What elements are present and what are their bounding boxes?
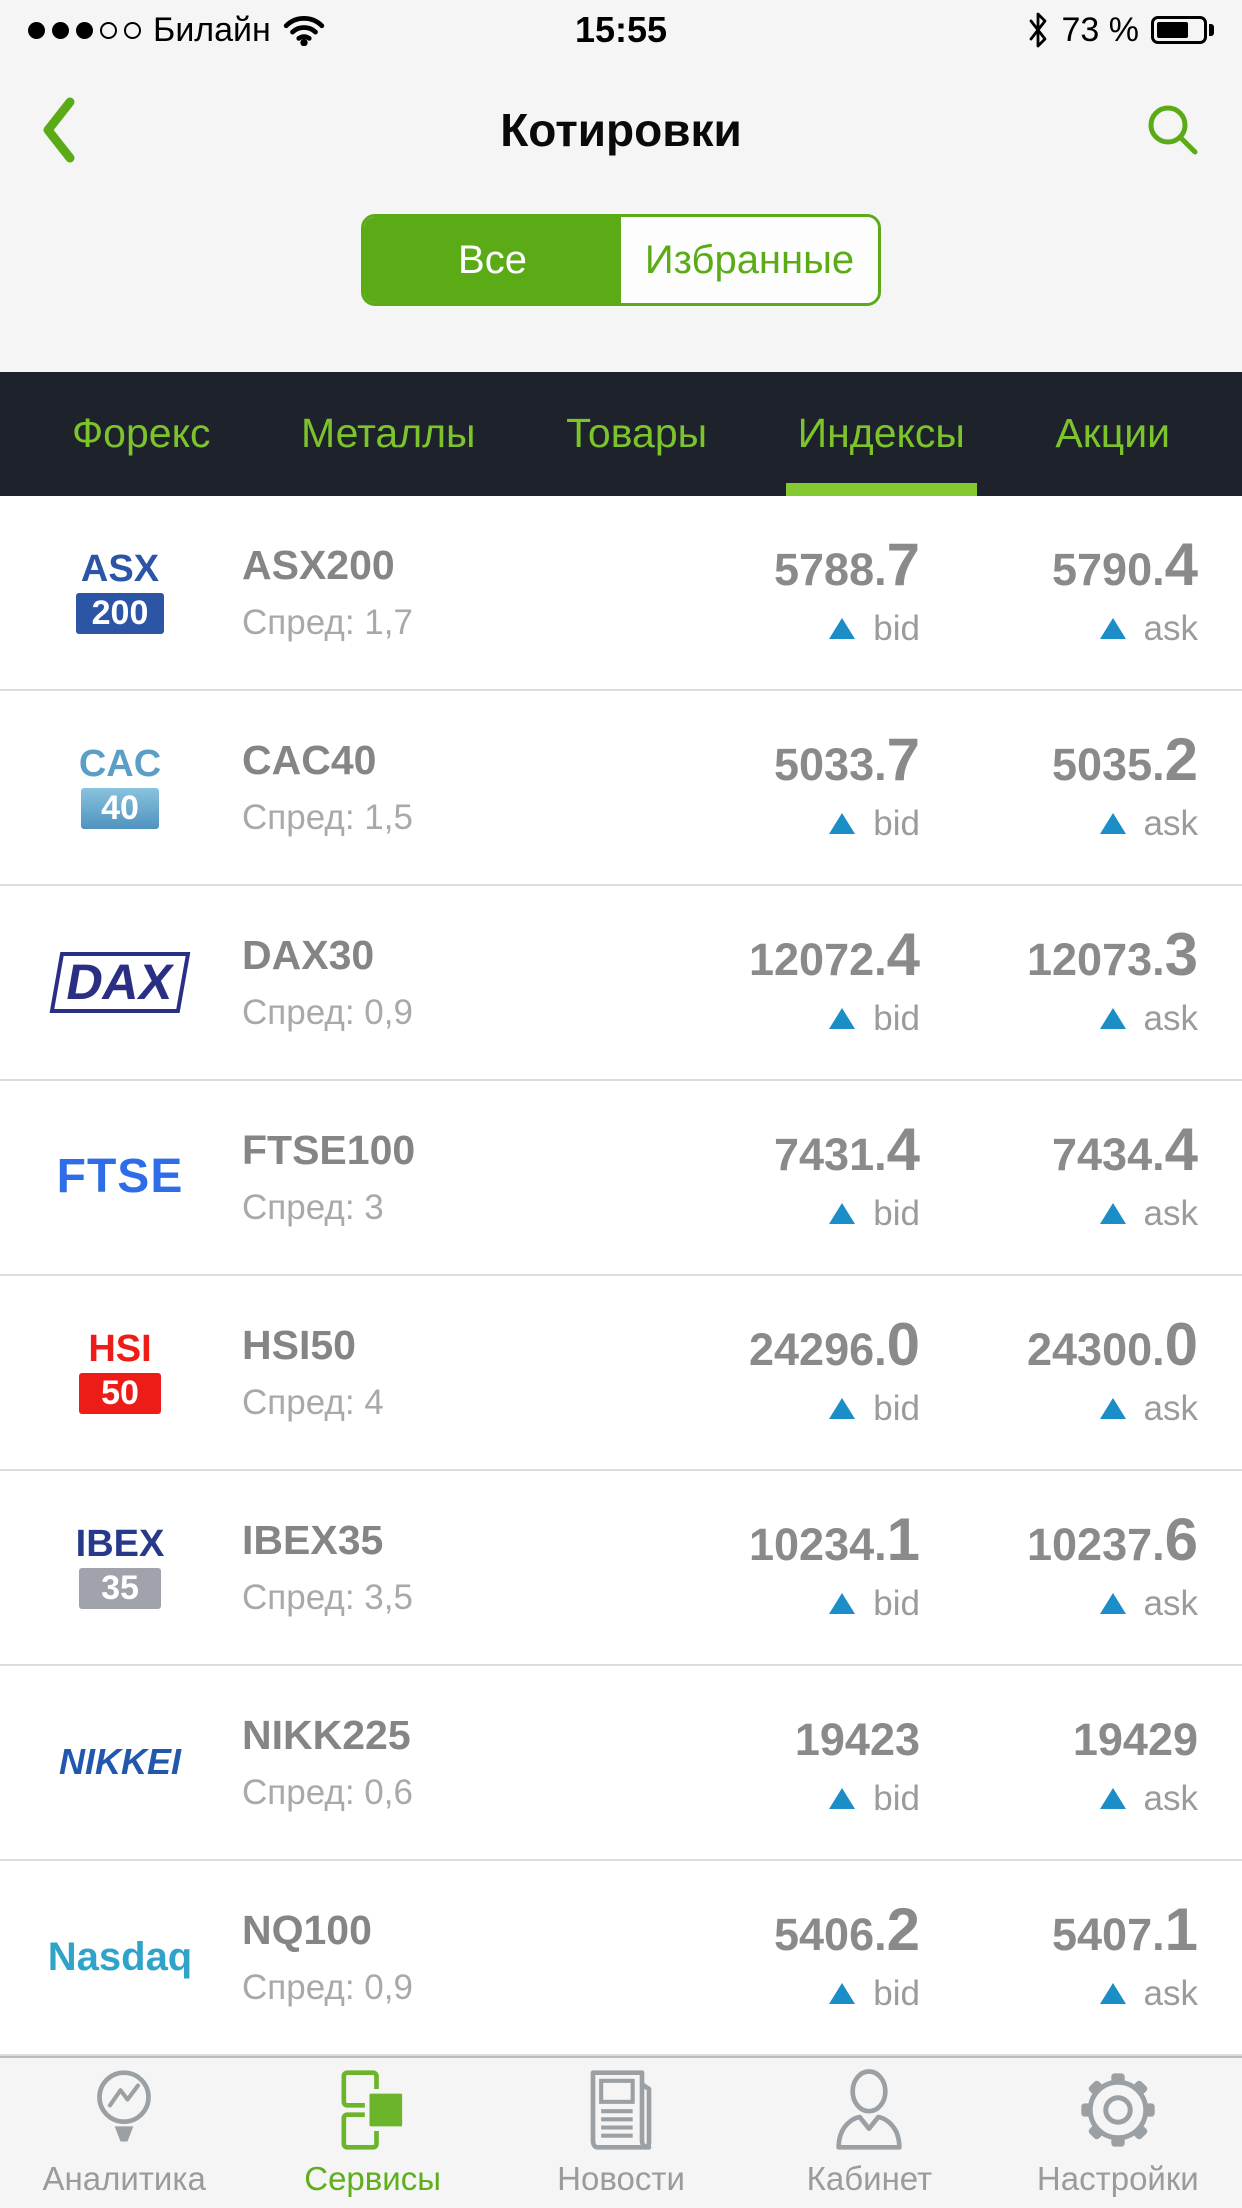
tab-stocks[interactable]: Акции <box>1055 410 1170 457</box>
bid-column: 10234.1 bid <box>748 1505 920 1623</box>
search-icon <box>1148 105 1198 155</box>
bid-column: 5788.7 bid <box>774 530 920 648</box>
ask-column: 19429 ask <box>1072 1713 1198 1818</box>
ask-column: 10237.6 ask <box>1026 1505 1198 1623</box>
bid-column: 12072.4 bid <box>748 920 920 1038</box>
quote-row-nq100[interactable]: Nasdaq NQ100 Спред: 0,9 5406.2 bid 5407.… <box>0 1860 1242 2056</box>
bottom-tab-analytics[interactable]: Аналитика <box>0 2058 248 2208</box>
ask-column: 5035.2 ask <box>1052 725 1198 843</box>
bottom-tab-services[interactable]: Сервисы <box>248 2058 496 2208</box>
bid-up-triangle-icon <box>829 1203 856 1224</box>
status-time: 15:55 <box>574 9 668 50</box>
carrier-name: Билайн <box>153 10 271 49</box>
bid-up-triangle-icon <box>829 1788 856 1809</box>
bottom-tab-account[interactable]: Кабинет <box>745 2058 993 2208</box>
bid-up-triangle-icon <box>829 1593 856 1614</box>
instrument-name: DAX30 <box>242 931 375 978</box>
quote-row-nikk225[interactable]: NIKKEI NIKK225 Спред: 0,6 19423 bid 1942… <box>0 1665 1242 1861</box>
ask-up-triangle-icon <box>1099 618 1126 639</box>
tab-commodities[interactable]: Товары <box>566 410 708 457</box>
ask-up-triangle-icon <box>1099 1008 1126 1029</box>
quote-row-ibex35[interactable]: IBEX 35 IBEX35 Спред: 3,5 10234.1 bid 10… <box>0 1470 1242 1666</box>
spread-text: Спред: 1,5 <box>242 797 413 837</box>
segment-favorites[interactable]: Избранные <box>621 217 878 303</box>
ask-up-triangle-icon <box>1099 1398 1126 1419</box>
instrument-name: ASX200 <box>242 541 395 588</box>
battery-icon <box>1151 16 1214 44</box>
quote-row-dax30[interactable]: DAX DAX30 Спред: 0,9 12072.4 bid 12073.3… <box>0 885 1242 1081</box>
nasdaq-logo: Nasdaq <box>47 1935 193 1979</box>
spread-text: Спред: 0,9 <box>242 1967 413 2007</box>
ftse100-logo: FTSE <box>56 1149 184 1203</box>
top-section: Билайн 15:55 73 % Котировк <box>0 0 1242 372</box>
dax30-logo: DAX <box>40 951 200 1013</box>
quote-row-ftse100[interactable]: FTSE FTSE100 Спред: 3 7431.4 bid 7434.4 … <box>0 1080 1242 1276</box>
bid-up-triangle-icon <box>829 1008 856 1029</box>
ask-column: 12073.3 ask <box>1026 920 1198 1038</box>
search-button[interactable] <box>1144 101 1202 159</box>
spread-text: Спред: 0,6 <box>242 1772 413 1812</box>
bid-up-triangle-icon <box>829 618 856 639</box>
ask-column: 5790.4 ask <box>1052 530 1198 648</box>
ask-column: 24300.0 ask <box>1026 1310 1198 1428</box>
quotes-list: ASX 200 ASX200 Спред: 1,7 5788.7 bid 579… <box>0 495 1242 2056</box>
bid-up-triangle-icon <box>829 1983 856 2004</box>
ask-up-triangle-icon <box>1099 1203 1126 1224</box>
bid-column: 19423 bid <box>794 1713 920 1818</box>
newspaper-icon <box>583 2066 659 2152</box>
category-tab-bar: Форекс Металлы Товары Индексы Акции <box>0 372 1242 496</box>
cell-signal-icon <box>28 21 141 39</box>
ask-column: 7434.4 ask <box>1052 1115 1198 1233</box>
bid-column: 5033.7 bid <box>774 725 920 843</box>
back-button[interactable] <box>40 97 78 163</box>
instrument-name: HSI50 <box>242 1321 356 1368</box>
instrument-name: FTSE100 <box>242 1126 416 1173</box>
segment-all[interactable]: Все <box>364 217 621 303</box>
bid-column: 7431.4 bid <box>774 1115 920 1233</box>
ibex35-logo: IBEX 35 <box>75 1523 165 1609</box>
bottom-tab-bar: Аналитика Сервисы Новости <box>0 2055 1242 2208</box>
wifi-icon <box>283 16 325 46</box>
bid-column: 24296.0 bid <box>748 1310 920 1428</box>
page-title: Котировки <box>500 104 742 156</box>
instrument-name: IBEX35 <box>242 1516 384 1563</box>
quote-row-hsi50[interactable]: HSI 50 HSI50 Спред: 4 24296.0 bid 24300.… <box>0 1275 1242 1471</box>
status-bar: Билайн 15:55 73 % <box>0 0 1242 60</box>
quote-row-cac40[interactable]: CAC 40 CAC40 Спред: 1,5 5033.7 bid 5035.… <box>0 690 1242 886</box>
bottom-tab-settings[interactable]: Настройки <box>994 2058 1242 2208</box>
ask-up-triangle-icon <box>1099 1788 1126 1809</box>
gear-icon <box>1078 2066 1158 2152</box>
nikkei-logo: NIKKEI <box>58 1741 181 1783</box>
bluetooth-icon <box>1029 12 1046 48</box>
instrument-name: NQ100 <box>242 1906 372 1953</box>
ask-up-triangle-icon <box>1099 813 1126 834</box>
person-icon <box>831 2066 907 2152</box>
spread-text: Спред: 0,9 <box>242 992 413 1032</box>
spread-text: Спред: 1,7 <box>242 602 413 642</box>
ask-column: 5407.1 ask <box>1052 1895 1198 2013</box>
spread-text: Спред: 4 <box>242 1382 384 1422</box>
spread-text: Спред: 3,5 <box>242 1577 413 1617</box>
cac40-logo: CAC 40 <box>78 743 162 829</box>
segmented-control: Все Избранные <box>0 200 1242 372</box>
battery-percent: 73 % <box>1061 10 1140 49</box>
bid-up-triangle-icon <box>829 813 856 834</box>
ask-up-triangle-icon <box>1099 1593 1126 1614</box>
instrument-name: NIKK225 <box>242 1711 411 1758</box>
quote-row-asx200[interactable]: ASX 200 ASX200 Спред: 1,7 5788.7 bid 579… <box>0 495 1242 691</box>
bid-up-triangle-icon <box>829 1398 856 1419</box>
bottom-tab-news[interactable]: Новости <box>497 2058 745 2208</box>
tab-metals[interactable]: Металлы <box>301 410 476 457</box>
asx200-logo: ASX 200 <box>40 549 200 634</box>
ask-up-triangle-icon <box>1099 1983 1126 2004</box>
spread-text: Спред: 3 <box>242 1187 384 1227</box>
nav-header: Котировки <box>0 60 1242 200</box>
bid-column: 5406.2 bid <box>774 1895 920 2013</box>
tab-indices[interactable]: Индексы <box>785 372 978 496</box>
layers-icon <box>333 2066 413 2152</box>
lightbulb-icon <box>88 2066 160 2152</box>
instrument-name: CAC40 <box>242 736 377 783</box>
tab-forex[interactable]: Форекс <box>72 410 211 457</box>
hsi50-logo: HSI 50 <box>40 1329 200 1414</box>
